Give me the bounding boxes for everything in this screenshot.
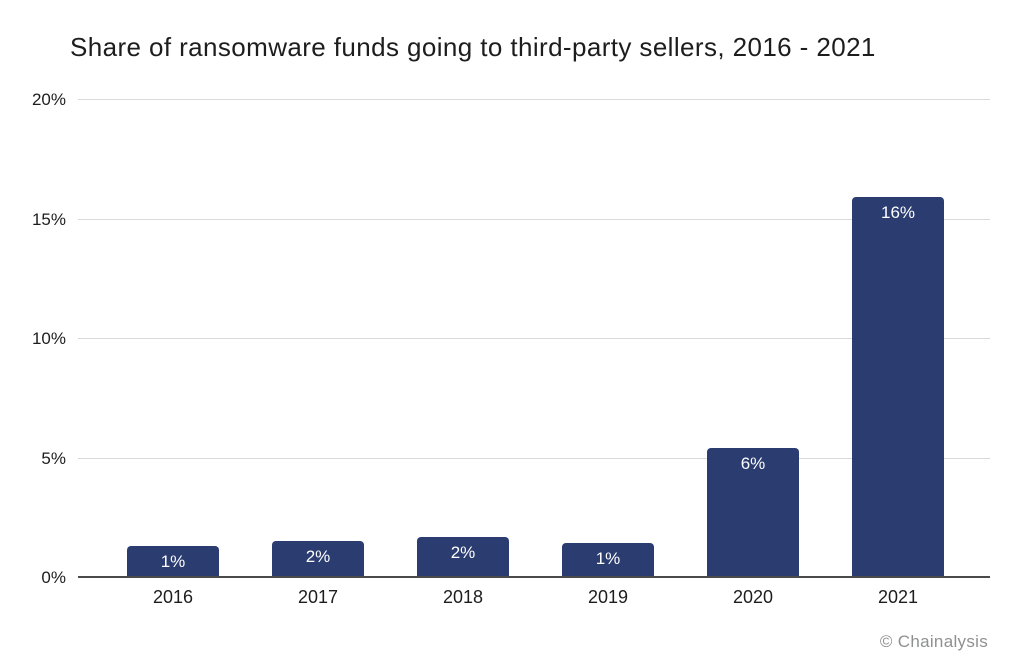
chart-title: Share of ransomware funds going to third…	[70, 32, 876, 62]
y-axis-tick-label: 5%	[41, 448, 66, 468]
gridline	[78, 218, 990, 220]
bar-2018: 2%	[417, 537, 509, 578]
gridline	[78, 99, 990, 100]
bar-2019: 1%	[562, 543, 654, 578]
bar-value-label: 16%	[880, 202, 916, 222]
y-axis-tick-label: 0%	[41, 568, 66, 587]
plot-area: 1% 2% 2% 1% 6% 16%	[78, 99, 990, 578]
bar-2021: 16%	[852, 196, 944, 578]
source-credit: © Chainalysis	[879, 632, 988, 651]
y-axis-tick-label: 10%	[31, 329, 66, 348]
bar-value-label: 1%	[595, 549, 621, 569]
bar-2020: 6%	[707, 447, 799, 578]
x-axis-label-2016: 2016	[152, 587, 194, 607]
x-axis-label-2017: 2017	[297, 587, 339, 607]
x-axis-label-2018: 2018	[442, 587, 484, 607]
x-axis-label-2019: 2019	[587, 587, 629, 607]
x-axis-label-2020: 2020	[732, 587, 774, 607]
bar-value-label: 1%	[160, 551, 186, 571]
x-axis-line	[78, 576, 990, 578]
bar-2017: 2%	[272, 540, 364, 578]
bar-2016: 1%	[127, 545, 219, 578]
gridline	[78, 338, 990, 339]
y-axis: 0% 5% 10% 15% 20%	[0, 90, 66, 587]
x-axis-label-2021: 2021	[877, 587, 919, 607]
bar-value-label: 6%	[740, 453, 766, 473]
bar-value-label: 2%	[305, 546, 331, 566]
x-axis-labels: 2016 2017 2018 2019 2020 2021	[78, 587, 990, 608]
y-axis-tick-label: 15%	[31, 209, 66, 229]
gridline	[78, 457, 990, 459]
bar-series: 1% 2% 2% 1% 6% 16%	[78, 100, 990, 578]
y-axis-tick-label: 20%	[31, 90, 66, 109]
bar-value-label: 2%	[450, 543, 476, 563]
